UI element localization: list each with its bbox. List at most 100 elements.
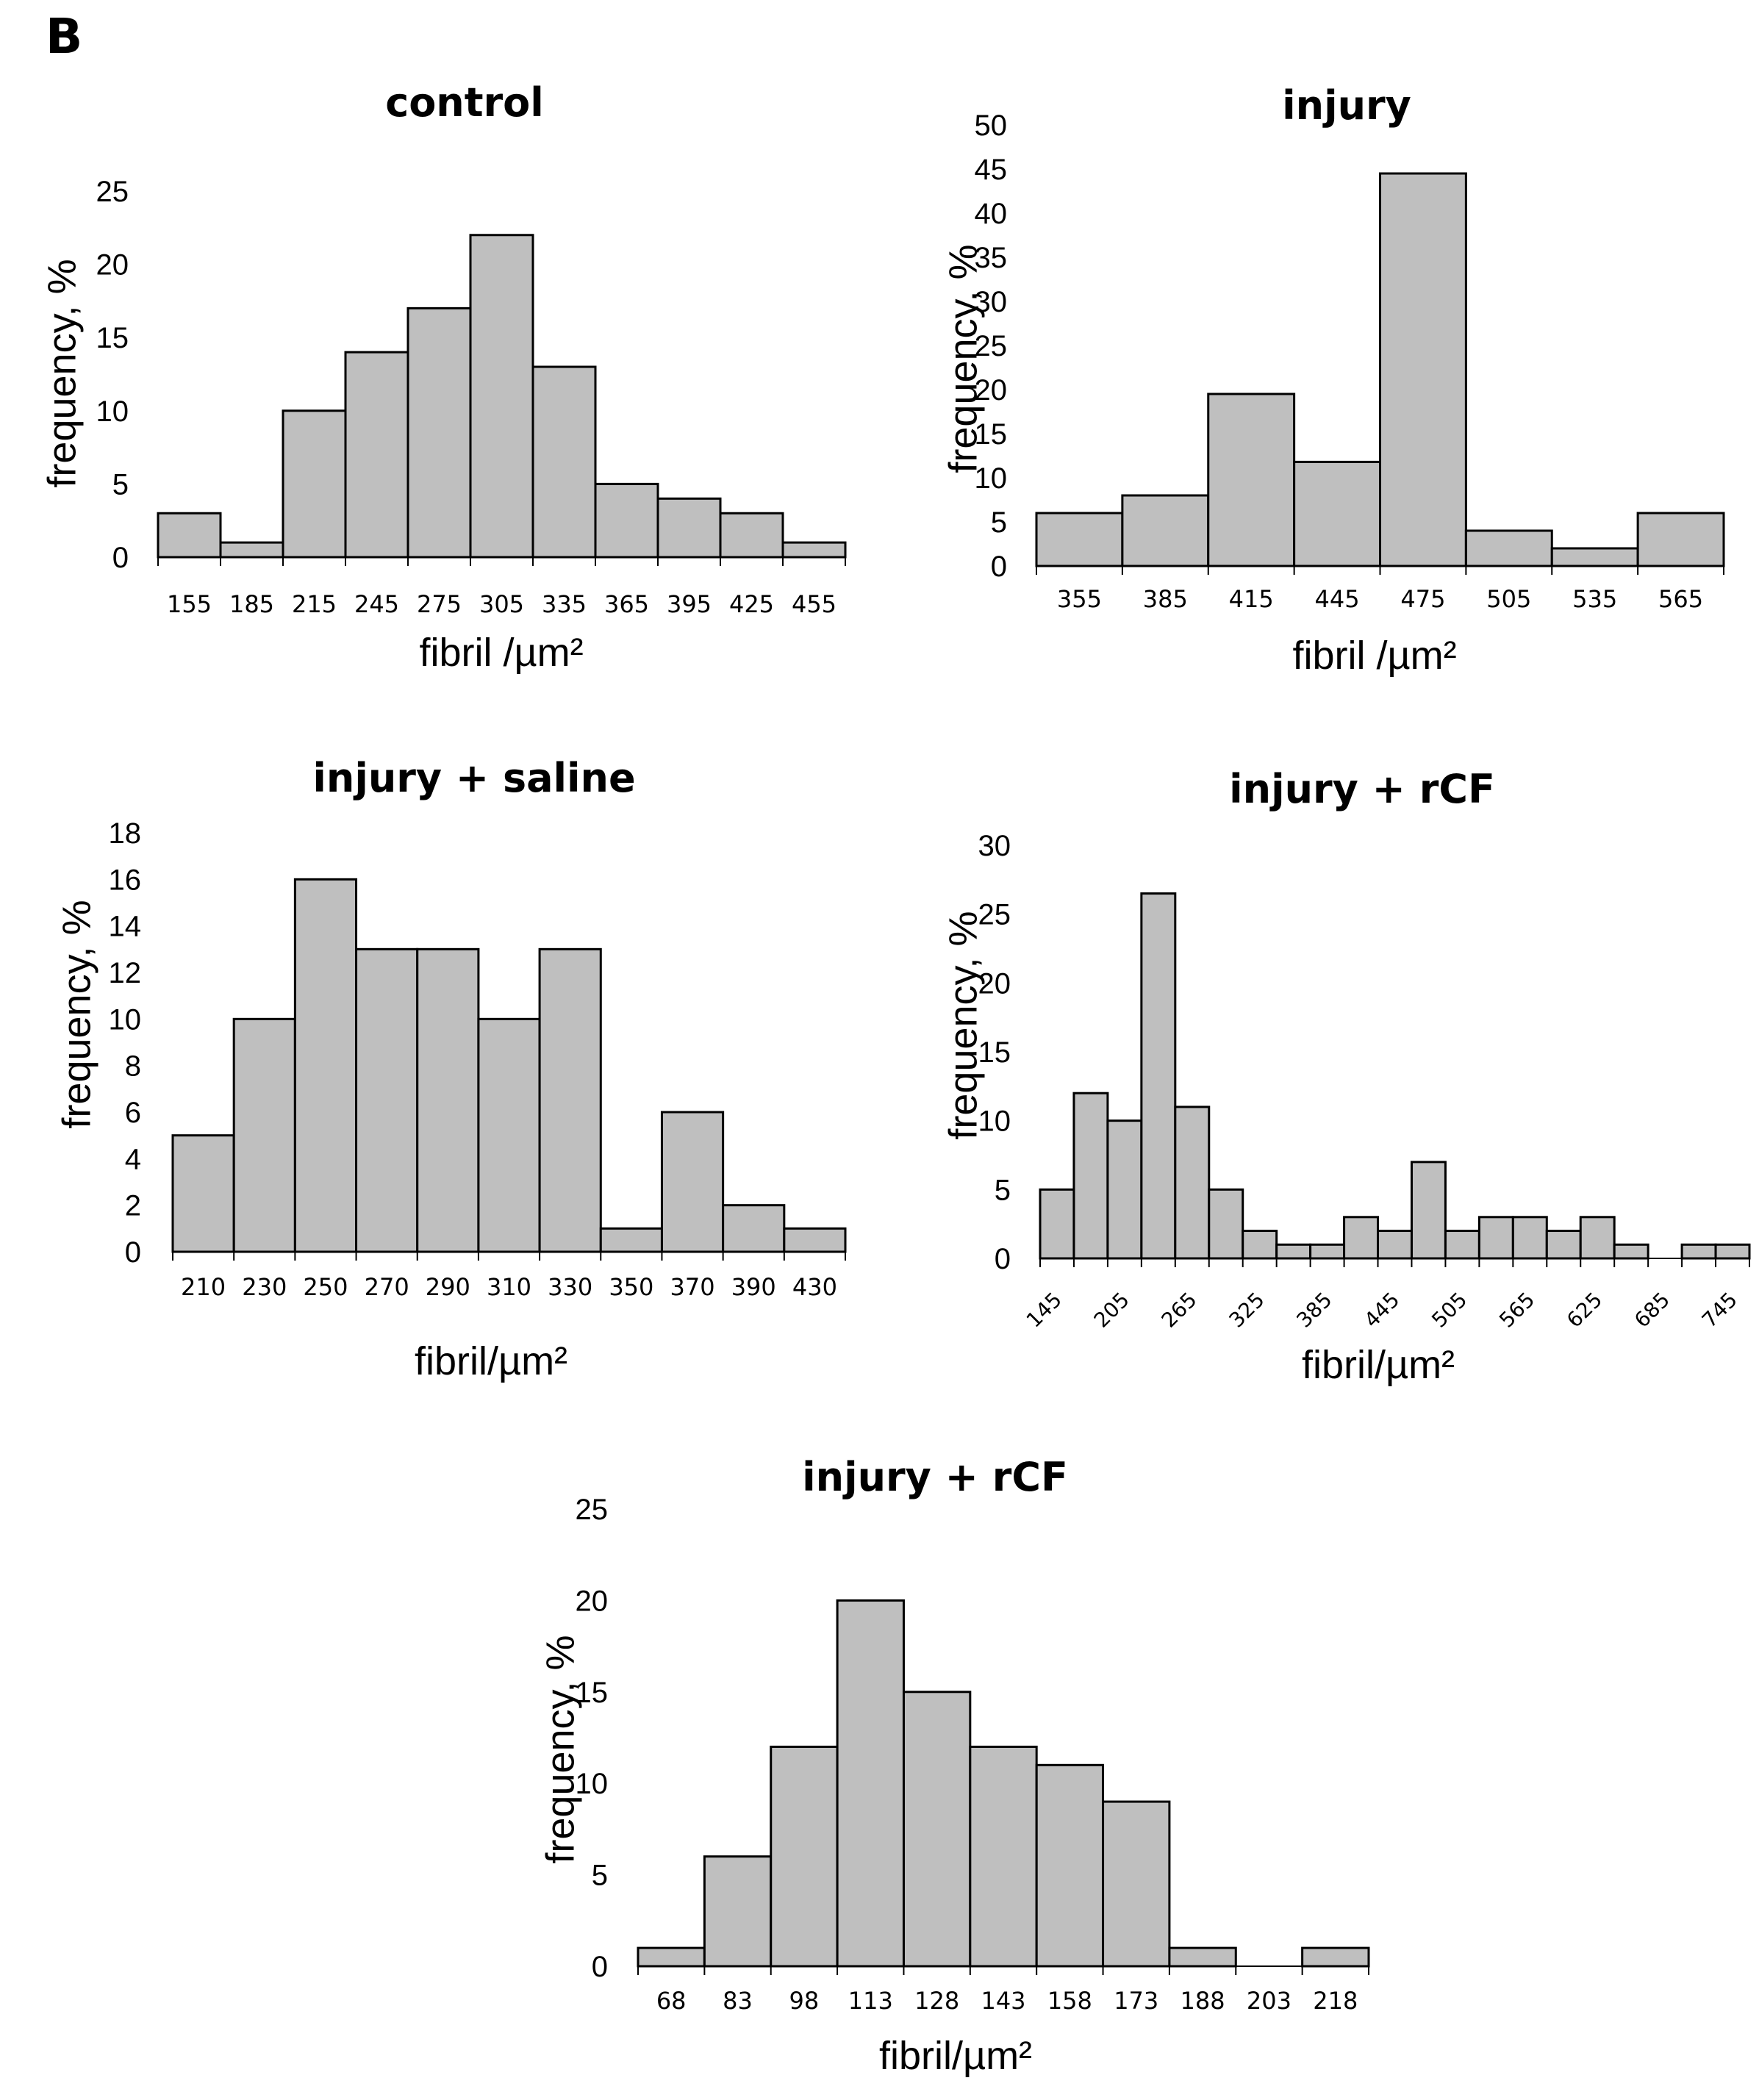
y-tick-label: 40	[975, 198, 1008, 230]
x-tick-label: 330	[548, 1273, 592, 1301]
y-tick-label: 30	[978, 830, 1011, 862]
y-tick-label: 8	[125, 1050, 141, 1083]
x-tick-label: 505	[1486, 585, 1531, 613]
y-tick-label: 20	[96, 249, 129, 282]
y-tick-label: 12	[109, 957, 142, 989]
y-tick-label: 25	[576, 1494, 609, 1526]
x-tick-label: 158	[1047, 1987, 1092, 2015]
x-tick-label: 275	[417, 590, 462, 618]
bar-390	[722, 1204, 786, 1253]
bar-430	[783, 1227, 847, 1253]
bar-215	[282, 409, 347, 559]
x-axis-label: fibril /µm²	[1292, 634, 1456, 678]
bar-210	[171, 1134, 235, 1253]
bar-385	[1309, 1243, 1346, 1260]
y-tick-label: 0	[112, 542, 129, 574]
bar-98	[770, 1745, 839, 1968]
bar-505	[1444, 1230, 1480, 1260]
bar-330	[538, 947, 602, 1253]
bar-385	[1121, 494, 1210, 567]
x-axis-label: fibril /µm²	[419, 631, 583, 675]
x-tick-label: 230	[242, 1273, 287, 1301]
bar-218	[1301, 1946, 1370, 1968]
bar-188	[1168, 1946, 1237, 1968]
y-tick-label: 35	[975, 242, 1008, 274]
y-tick-label: 0	[995, 1243, 1011, 1275]
y-tick-label: 10	[96, 395, 129, 428]
bar-143	[969, 1745, 1038, 1968]
y-tick-label: 5	[592, 1860, 608, 1892]
x-tick-label: 310	[487, 1273, 531, 1301]
x-tick-label: 83	[723, 1987, 753, 2015]
bar-350	[599, 1227, 663, 1253]
y-tick-label: 15	[978, 1036, 1011, 1069]
x-tick-label: 290	[426, 1273, 470, 1301]
x-tick-label: 745	[1697, 1288, 1742, 1333]
bar-505	[1464, 529, 1553, 567]
x-tick-label: 390	[731, 1273, 776, 1301]
bar-415	[1207, 393, 1296, 567]
bar-113	[836, 1599, 905, 1968]
x-tick-label: 250	[303, 1273, 348, 1301]
x-tick-label: 143	[981, 1987, 1025, 2015]
bar-565	[1636, 512, 1725, 567]
x-axis-label: fibril/µm²	[879, 2034, 1032, 2078]
chart-title: injury + rCF	[1229, 766, 1495, 812]
bar-310	[477, 1017, 541, 1253]
bar-68	[637, 1946, 706, 1968]
chart-title: injury + rCF	[802, 1454, 1068, 1500]
bar-335	[531, 365, 597, 559]
y-axis-label: frequency, %	[55, 900, 99, 1128]
y-tick-label: 10	[975, 462, 1008, 495]
chart-title: injury + saline	[312, 755, 635, 801]
bar-370	[660, 1111, 725, 1253]
y-tick-label: 25	[96, 176, 129, 208]
x-tick-label: 625	[1562, 1288, 1607, 1333]
y-axis-label: frequency, %	[942, 911, 986, 1139]
bar-230	[232, 1017, 296, 1253]
x-tick-label: 425	[729, 590, 774, 618]
x-tick-label: 685	[1630, 1288, 1674, 1333]
bar-445	[1293, 460, 1381, 567]
y-tick-label: 16	[109, 864, 142, 896]
x-tick-label: 395	[667, 590, 712, 618]
y-tick-label: 2	[125, 1190, 141, 1222]
y-tick-label: 14	[109, 911, 142, 943]
bar-715	[1680, 1243, 1717, 1260]
bar-173	[1102, 1800, 1171, 1968]
y-tick-label: 15	[975, 418, 1008, 451]
x-tick-label: 215	[292, 590, 337, 618]
bar-295	[1208, 1188, 1244, 1260]
x-tick-label: 173	[1114, 1987, 1158, 2015]
x-tick-label: 98	[789, 1987, 820, 2015]
x-tick-label: 305	[479, 590, 524, 618]
x-tick-label: 325	[1225, 1288, 1269, 1333]
y-tick-label: 30	[975, 286, 1008, 318]
x-tick-label: 350	[609, 1273, 653, 1301]
chart-title: control	[385, 79, 544, 126]
x-tick-label: 365	[604, 590, 649, 618]
y-tick-label: 50	[975, 110, 1008, 142]
bar-455	[781, 541, 847, 559]
bar-128	[902, 1691, 972, 1968]
y-tick-label: 10	[109, 1003, 142, 1036]
x-tick-label: 445	[1315, 585, 1360, 613]
bar-205	[1106, 1119, 1143, 1260]
y-axis-label: frequency, %	[539, 1635, 583, 1863]
bar-155	[157, 512, 222, 559]
x-tick-label: 245	[354, 590, 399, 618]
panel-label: B	[46, 8, 82, 65]
y-tick-label: 0	[991, 551, 1007, 583]
bar-250	[293, 878, 358, 1253]
x-tick-label: 385	[1143, 585, 1188, 613]
bar-325	[1242, 1230, 1278, 1260]
y-axis-label: frequency, %	[40, 259, 85, 487]
bar-395	[656, 497, 722, 559]
bar-425	[719, 512, 784, 559]
chart-3: injury + saline frequency, % fibril/µm² 0 2 4…	[55, 755, 847, 1383]
y-tick-label: 25	[975, 330, 1008, 362]
x-tick-label: 265	[1157, 1288, 1202, 1333]
bar-265	[1174, 1105, 1211, 1260]
x-tick-label: 430	[792, 1273, 837, 1301]
